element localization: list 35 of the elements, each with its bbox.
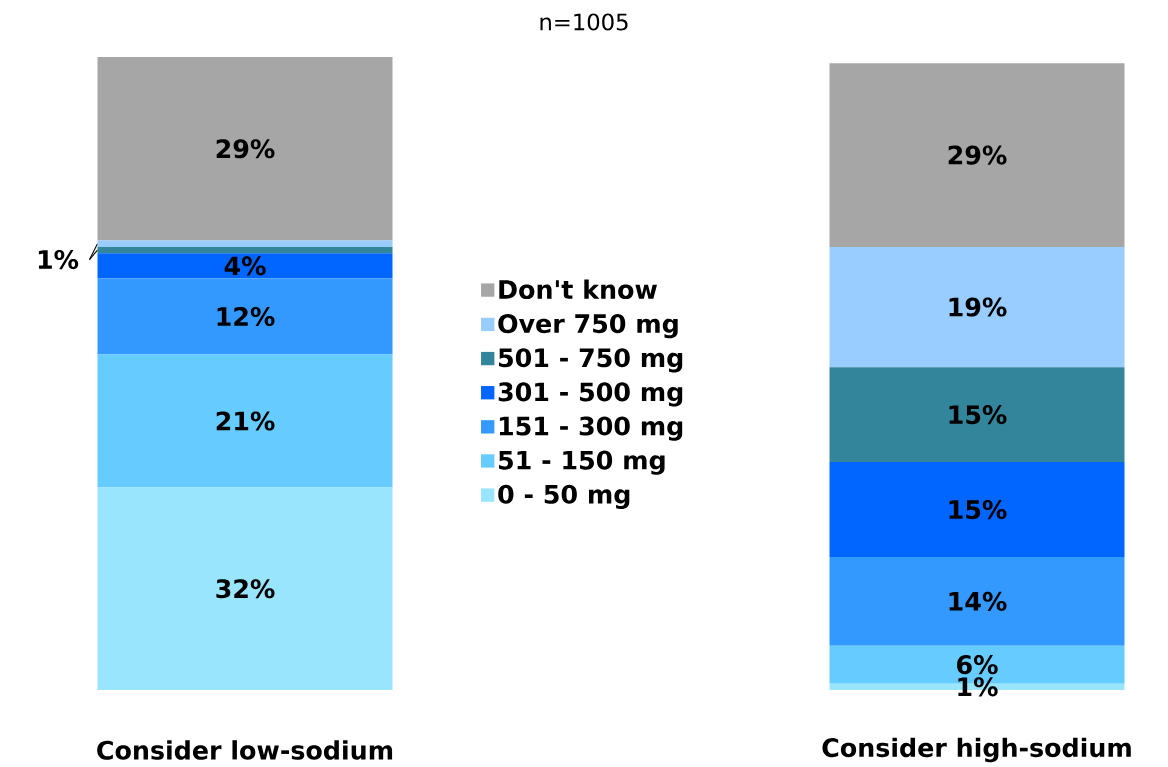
data-label: 15%: [949, 405, 1007, 425]
bar: [97, 487, 393, 690]
data-label: 21%: [216, 411, 275, 431]
bar: [829, 367, 1125, 463]
x-tick-label: Consider low-sodium: [97, 740, 393, 760]
bar: [97, 56, 393, 241]
bar: [829, 63, 1125, 247]
bar: [97, 253, 393, 279]
legend-label: 501 - 750 mg: [498, 348, 683, 373]
data-label: 1%: [38, 249, 79, 270]
bar: [829, 462, 1125, 558]
bar: [97, 354, 393, 488]
data-label: 4%: [224, 256, 266, 276]
legend-label: 0 - 50 mg: [498, 484, 630, 509]
data-label: 1%: [958, 677, 998, 697]
chart-title: n=1005: [540, 13, 628, 31]
data-label: 32%: [216, 579, 275, 599]
legend-label: 151 - 300 mg: [499, 416, 683, 441]
data-label: 19%: [949, 297, 1007, 317]
data-label: 29%: [216, 139, 275, 159]
data-label: 6%: [957, 655, 998, 675]
bar: [97, 278, 393, 355]
legend-label: 51 - 150 mg: [498, 450, 665, 475]
bar: [829, 246, 1125, 368]
bar: [829, 557, 1125, 646]
data-label: 15%: [949, 500, 1007, 520]
legend-label: Over 750 mg: [498, 314, 678, 339]
legend-label: 301 - 500 mg: [498, 382, 683, 407]
legend-label: Don't know: [499, 279, 657, 300]
data-label: 12%: [217, 306, 275, 327]
data-label: 14%: [949, 591, 1007, 611]
x-tick-label: Consider high-sodium: [822, 737, 1131, 763]
bar: [97, 240, 393, 247]
bar: [97, 246, 393, 254]
data-label: 29%: [948, 145, 1007, 165]
